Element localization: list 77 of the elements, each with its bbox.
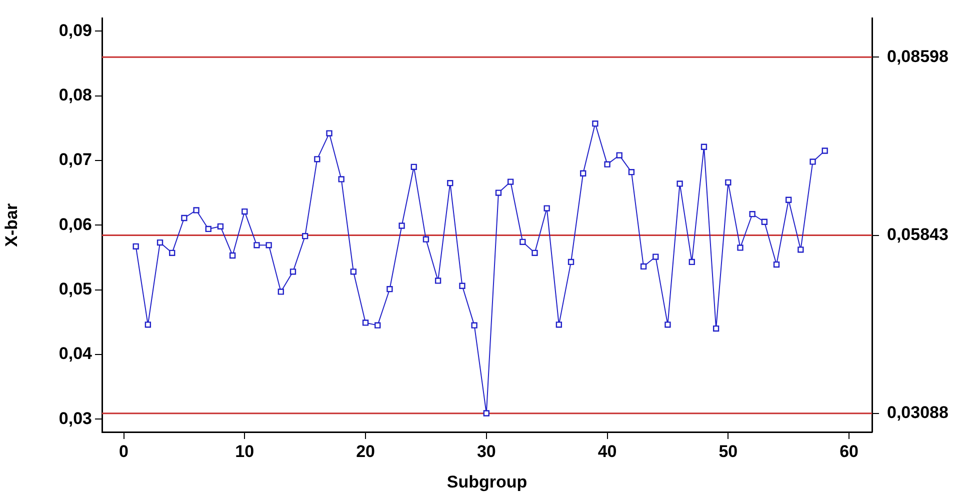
point [544, 205, 550, 212]
y-tick-label: 0,04 [58, 344, 93, 364]
x-tick-label: 40 [598, 442, 617, 461]
point [580, 170, 586, 176]
point [181, 214, 188, 222]
point [169, 250, 176, 256]
y-tick-label: 0,07 [58, 150, 92, 170]
point [362, 320, 369, 326]
point [350, 268, 357, 275]
point [568, 258, 574, 266]
point [786, 196, 792, 203]
point [749, 211, 756, 218]
y-tick-label: 0,08 [58, 85, 92, 104]
point [459, 282, 466, 289]
y2-tick-label: 0,08598 [887, 46, 948, 66]
point [483, 410, 490, 416]
point [810, 158, 816, 165]
x-tick-label: 30 [476, 442, 496, 461]
point [556, 322, 562, 328]
point [471, 322, 478, 328]
y-tick-label: 0,05 [58, 279, 92, 298]
y-axis-title: X-bar [2, 202, 21, 247]
point [737, 244, 744, 251]
point [520, 238, 526, 245]
x-tick-label: 0 [119, 442, 128, 461]
point [205, 226, 212, 232]
point [290, 268, 296, 275]
point [495, 190, 502, 196]
point [326, 130, 332, 136]
point [398, 222, 405, 229]
y-tick-label: 0,09 [58, 20, 92, 40]
point [314, 156, 320, 162]
point [532, 250, 538, 256]
point [302, 233, 308, 240]
point [410, 164, 417, 170]
point [688, 258, 695, 266]
point [386, 286, 393, 292]
point [712, 325, 720, 332]
point [144, 322, 152, 328]
point [628, 169, 635, 176]
point [434, 278, 442, 284]
y-tick-label: 0,03 [58, 408, 92, 428]
point [604, 161, 610, 168]
point [592, 120, 598, 127]
x-axis-title: Subgroup [446, 472, 528, 492]
point [374, 322, 381, 328]
point [773, 261, 780, 268]
point [242, 208, 248, 215]
point [278, 288, 284, 295]
y2-tick-label: 0,03088 [887, 403, 948, 422]
point [640, 263, 647, 270]
point [217, 223, 224, 230]
y2-tick-label: 0,05843 [887, 224, 948, 244]
point [652, 254, 659, 260]
point [676, 180, 683, 187]
point [156, 239, 164, 246]
y-tick-label: 0,06 [58, 214, 92, 234]
point [447, 180, 454, 186]
point [507, 178, 514, 185]
point [338, 176, 344, 182]
point [822, 148, 828, 154]
point [798, 246, 804, 253]
point [725, 179, 732, 186]
point [229, 252, 236, 259]
point [266, 242, 272, 248]
point [700, 144, 708, 150]
point [254, 242, 260, 248]
point [761, 218, 768, 225]
point [422, 236, 430, 242]
x-tick-label: 10 [235, 442, 254, 461]
point [664, 322, 671, 328]
x-tick-label: 20 [356, 442, 375, 461]
point [193, 207, 200, 214]
point [132, 243, 139, 250]
x-tick-label: 60 [840, 442, 858, 461]
point [616, 152, 622, 158]
x-tick-label: 50 [718, 442, 738, 461]
